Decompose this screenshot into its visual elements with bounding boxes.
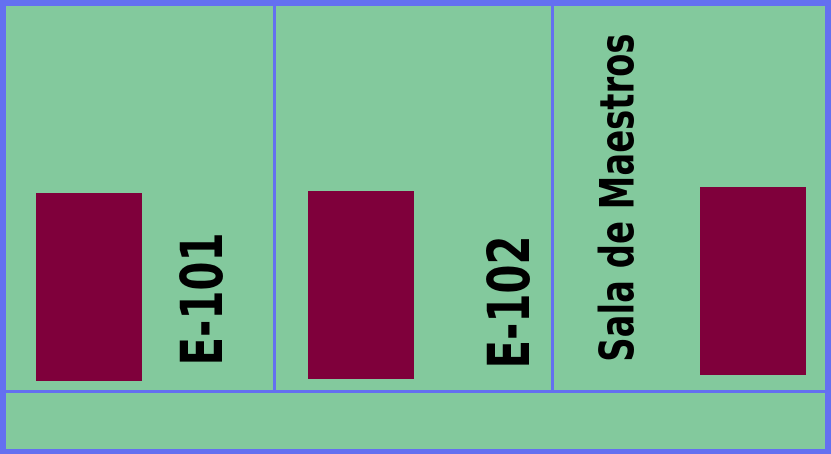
door-sala-de-maestros[interactable] bbox=[700, 187, 806, 375]
wall-bottom bbox=[0, 449, 831, 454]
room-label-e-101: E-101 bbox=[168, 232, 236, 366]
room-label-e-102: E-102 bbox=[475, 235, 543, 369]
wall-left bbox=[0, 0, 6, 454]
door-e-101[interactable] bbox=[36, 193, 142, 381]
room-label-sala-de-maestros: Sala de Maestros bbox=[590, 33, 646, 362]
door-e-102[interactable] bbox=[308, 191, 414, 379]
wall-corridor-divider bbox=[0, 390, 831, 393]
wall-divider-1 bbox=[273, 0, 276, 392]
wall-right bbox=[825, 0, 831, 454]
wall-divider-2 bbox=[551, 0, 554, 392]
wall-top bbox=[0, 0, 831, 6]
corridor[interactable] bbox=[6, 393, 825, 449]
